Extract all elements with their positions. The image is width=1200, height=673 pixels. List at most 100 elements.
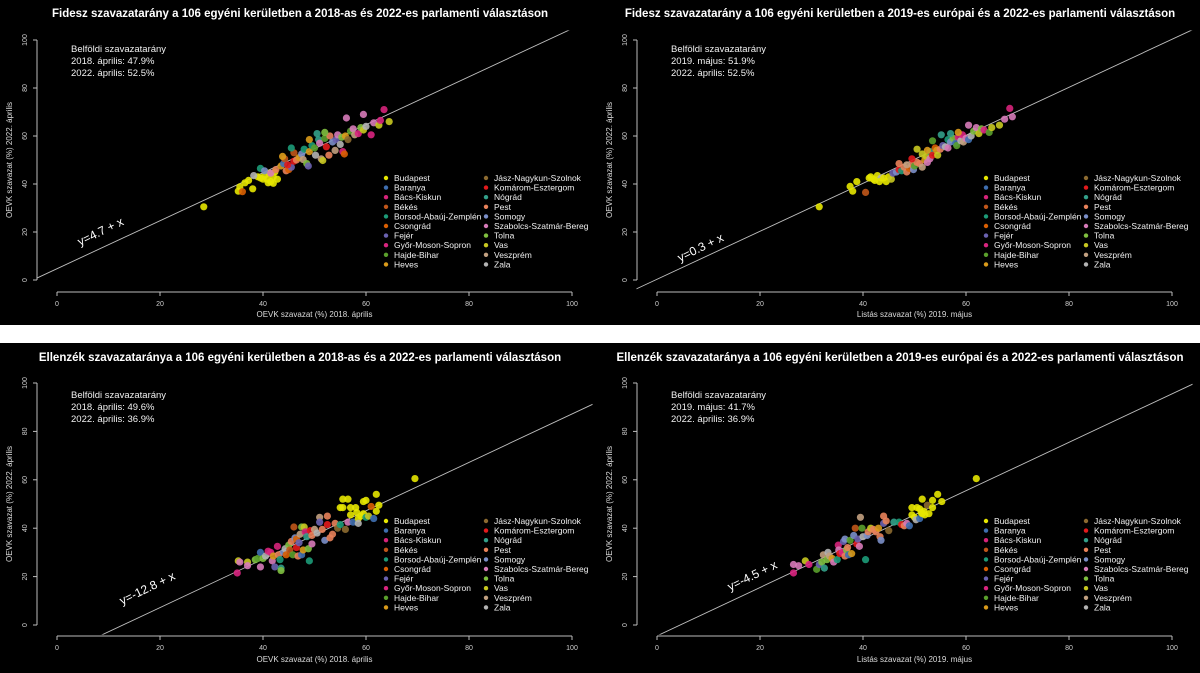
data-point (346, 511, 355, 519)
chart-ellenzek-2018: Ellenzék szavazataránya a 106 egyéni ker… (5, 352, 593, 664)
data-point (946, 130, 955, 138)
data-point (267, 169, 275, 177)
legend-marker (1083, 528, 1089, 533)
legend-label: Tolna (1094, 574, 1115, 584)
legend-marker (1083, 547, 1089, 552)
legend-marker (383, 586, 389, 591)
data-point (305, 557, 313, 565)
legend-marker (383, 195, 389, 200)
legend-marker (483, 262, 489, 267)
legend-label: Békés (394, 545, 418, 555)
x-tick-label: 40 (859, 301, 867, 308)
info-line: 2022. április: 36.9% (71, 414, 155, 425)
data-point (861, 188, 870, 196)
x-tick-label: 80 (1065, 645, 1073, 652)
legend-label: Békés (394, 202, 418, 212)
x-tick-label: 60 (962, 645, 970, 652)
legend-marker (383, 566, 389, 572)
legend-label: Budapest (394, 173, 431, 183)
legend-label: Somogy (1094, 211, 1126, 221)
data-point (359, 110, 368, 118)
x-tick-label: 0 (55, 301, 59, 308)
scatter-points (233, 474, 419, 577)
legend-marker (483, 605, 489, 610)
legend-marker (483, 175, 489, 181)
data-point (375, 501, 383, 509)
legend-label: Nógrád (494, 535, 522, 545)
legend-label: Fejér (394, 574, 414, 584)
x-tick-label: 20 (156, 301, 164, 308)
data-point (304, 162, 312, 170)
legend-marker (983, 586, 989, 591)
data-point (918, 150, 926, 158)
data-point (328, 530, 337, 538)
y-tick-label: 40 (622, 180, 629, 188)
data-point (269, 179, 277, 187)
data-point (311, 151, 320, 159)
info-line: 2019. május: 41.7% (671, 402, 756, 413)
data-point (815, 203, 823, 211)
legend-marker (1083, 233, 1089, 238)
legend-label: Jász-Nagykun-Szolnok (494, 516, 582, 526)
data-point (953, 142, 961, 150)
legend-label: Zala (494, 602, 511, 612)
data-point (789, 569, 798, 577)
legend-label: Csongrád (994, 564, 1031, 574)
legend-label: Baranya (994, 183, 1026, 193)
x-tick-label: 100 (566, 301, 578, 308)
scatter-points (789, 474, 980, 577)
data-point (1001, 115, 1009, 123)
legend-label: Vas (1094, 240, 1108, 250)
legend-marker (483, 214, 489, 219)
data-point (321, 128, 329, 136)
legend-label: Zala (1094, 602, 1111, 612)
data-point (928, 504, 937, 512)
y-tick-label: 20 (22, 228, 29, 236)
legend-marker (1083, 605, 1089, 610)
legend-label: Jász-Nagykun-Szolnok (1094, 173, 1182, 183)
data-point (272, 166, 280, 174)
data-point (954, 128, 962, 136)
legend-label: Szabolcs-Szatmár-Bereg (1094, 221, 1189, 231)
y-tick-label: 20 (22, 573, 29, 581)
data-point (903, 161, 911, 169)
data-point (308, 540, 316, 548)
legend-marker (1083, 223, 1089, 229)
data-point (934, 151, 942, 159)
x-tick-label: 60 (362, 645, 370, 652)
legend-marker (983, 175, 989, 181)
legend: BudapestBaranyaBács-KiskunBékésBorsod-Ab… (383, 173, 589, 269)
chart-title: Ellenzék szavazataránya a 106 egyéni ker… (39, 352, 561, 364)
y-tick-label: 80 (622, 427, 629, 435)
legend-marker (983, 185, 989, 190)
fit-equation-label: y=-12.8 + x (117, 569, 177, 608)
data-point (874, 524, 883, 532)
legend-label: Komárom-Esztergom (494, 526, 574, 536)
legend-marker (483, 243, 489, 248)
data-point (233, 569, 241, 577)
legend-label: Pest (494, 202, 512, 212)
legend-marker (1083, 262, 1089, 267)
legend-label: Fejér (994, 574, 1014, 584)
data-point (305, 136, 313, 144)
legend-marker (483, 204, 489, 209)
x-axis-label: OEVK szavazat (%) 2018. április (256, 655, 372, 664)
legend-label: Vas (494, 240, 508, 250)
data-point (877, 536, 885, 544)
legend: BudapestBaranyaBács-KiskunBékésBorsod-Ab… (983, 516, 1189, 612)
y-tick-label: 80 (22, 84, 29, 92)
data-point (908, 504, 916, 512)
data-point (928, 137, 937, 145)
data-point (287, 144, 295, 152)
legend-label: Budapest (394, 516, 431, 526)
data-point (925, 510, 933, 518)
legend-marker (983, 566, 989, 572)
legend-label: Szabolcs-Szatmár-Bereg (1094, 564, 1189, 574)
x-tick-label: 100 (1166, 645, 1178, 652)
legend-marker (1083, 576, 1089, 581)
legend-marker (983, 262, 989, 267)
legend-label: Szabolcs-Szatmár-Bereg (494, 564, 589, 574)
data-point (937, 131, 945, 139)
legend-label: Heves (994, 602, 1018, 612)
data-point (367, 131, 375, 139)
